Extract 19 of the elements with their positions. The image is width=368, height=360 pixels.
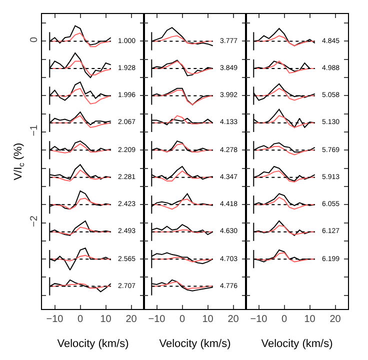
y-tick-label: 0 — [29, 36, 40, 43]
line-series — [49, 143, 112, 154]
x-axis-title: Velocity (km/s) — [159, 338, 231, 350]
x-axis-title: Velocity (km/s) — [57, 338, 129, 350]
x-tick-label: 10 — [304, 314, 316, 325]
x-tick-label: −10 — [148, 314, 166, 325]
x-axis-title: Velocity (km/s) — [261, 338, 333, 350]
x-tick-label: −10 — [250, 314, 268, 325]
x-tick-label: −10 — [46, 314, 64, 325]
y-tick-label: −2 — [29, 215, 40, 227]
x-tick-label: 20 — [330, 314, 342, 325]
x-tick-label: 10 — [100, 314, 112, 325]
x-tick-label: 20 — [126, 314, 138, 325]
x-tick-label: 10 — [202, 314, 214, 325]
y-tick-label: −1 — [29, 124, 40, 136]
x-tick-label: 0 — [77, 314, 84, 325]
x-tick-label: 0 — [281, 314, 288, 325]
x-tick-label: 0 — [179, 314, 186, 325]
x-tick-label: 20 — [228, 314, 240, 325]
